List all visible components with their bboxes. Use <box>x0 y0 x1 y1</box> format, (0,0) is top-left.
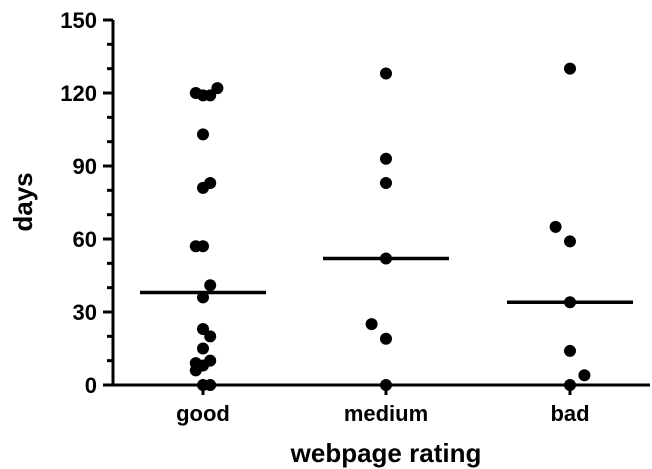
data-point-bad <box>578 369 591 382</box>
data-point-good <box>189 364 202 377</box>
data-point-good <box>211 82 224 95</box>
y-tick-label: 120 <box>60 81 97 106</box>
y-tick-label: 90 <box>73 154 97 179</box>
data-point-medium <box>380 252 392 265</box>
data-point-good <box>197 291 209 304</box>
data-point-good <box>204 89 217 102</box>
data-point-good <box>204 177 217 190</box>
data-point-medium <box>380 379 392 391</box>
x-axis-title: webpage rating <box>290 438 482 468</box>
y-tick-label: 30 <box>73 300 97 325</box>
data-point-bad <box>564 62 576 75</box>
x-ticks: good medium bad <box>176 385 590 426</box>
data-point-bad <box>549 220 562 233</box>
y-tick-label: 0 <box>85 373 97 398</box>
x-tick-label: bad <box>550 401 589 426</box>
data-point-medium <box>380 152 392 165</box>
data-point-bad <box>564 379 576 391</box>
data-point-good <box>197 323 209 336</box>
y-axis-title: days <box>8 172 38 231</box>
data-point-bad <box>564 344 576 357</box>
data-point-bad <box>564 296 576 309</box>
data-point-medium <box>365 318 378 331</box>
data-point-good <box>197 240 209 253</box>
median-lines <box>140 256 633 305</box>
x-tick-label: good <box>176 401 230 426</box>
data-point-good <box>204 379 217 391</box>
data-point-good <box>204 330 217 343</box>
data-point-medium <box>380 67 392 80</box>
data-point-medium <box>380 177 392 190</box>
data-point-medium <box>380 332 392 345</box>
data-point-good <box>197 128 209 141</box>
y-ticks: 0 30 60 90 120 150 <box>60 8 113 398</box>
x-tick-label: medium <box>344 401 428 426</box>
data-point-good <box>197 342 209 355</box>
data-point-good <box>204 279 217 292</box>
data-point-bad <box>564 235 576 248</box>
y-tick-label: 150 <box>60 8 97 33</box>
data-points <box>189 62 591 391</box>
y-tick-label: 60 <box>73 227 97 252</box>
